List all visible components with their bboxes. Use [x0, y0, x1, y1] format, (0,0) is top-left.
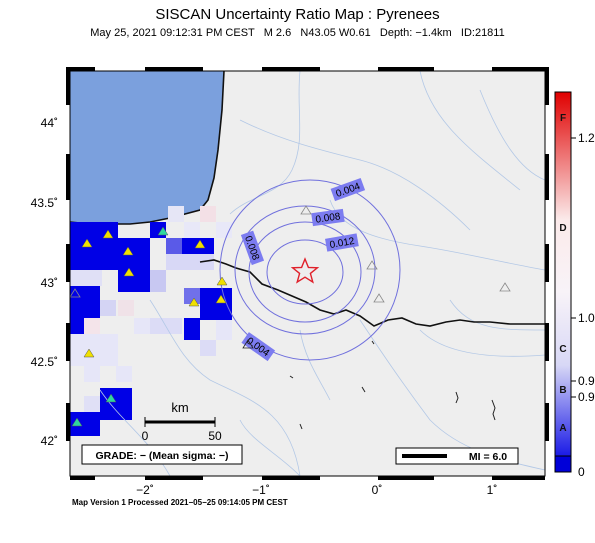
triangle-yellow-icon[interactable]: [216, 276, 228, 286]
triangle-yellow-icon[interactable]: [194, 239, 206, 249]
colorbar-letter: D: [559, 223, 566, 234]
lon-tick-label: 1˚: [487, 483, 498, 497]
map-subtitle: May 25, 2021 09:12:31 PM CEST M 2.6 N43.…: [90, 27, 505, 39]
grade-text: GRADE: − (Mean sigma: −): [95, 450, 228, 462]
colorbar-value: 1.2: [578, 131, 595, 145]
lat-tick-label: 42˚: [41, 434, 58, 448]
map-border-ticks: [66, 67, 549, 480]
triangle-yellow-icon[interactable]: [123, 267, 135, 277]
triangle-yellow-icon[interactable]: [102, 229, 114, 239]
lon-tick-label: −2˚: [136, 483, 154, 497]
colorbar-letter: A: [559, 423, 566, 434]
triangle-yellow-icon[interactable]: [81, 238, 93, 248]
triangle-yellow-icon[interactable]: [122, 246, 134, 256]
triangle-yellow-icon[interactable]: [83, 348, 95, 358]
lat-tick-label: 43˚: [41, 276, 58, 290]
colorbar-letter: C: [559, 344, 566, 355]
lat-tick-label: 42.5˚: [31, 355, 58, 369]
lon-axis: −2˚ −1˚ 0˚ 1˚: [136, 483, 497, 497]
triangle-gray-icon[interactable]: [70, 288, 81, 298]
scale-bar: km 0 50: [142, 400, 222, 443]
star-icon[interactable]: [290, 257, 320, 284]
triangle-green-icon[interactable]: [157, 226, 169, 236]
magnitude-legend: MI = 6.0: [395, 447, 519, 465]
lat-tick-label: 44˚: [41, 116, 58, 130]
contour-label: 0.012: [329, 236, 356, 251]
stations: [70, 205, 511, 427]
triangle-gray-icon[interactable]: [366, 260, 378, 270]
triangle-gray-icon[interactable]: [373, 293, 385, 303]
ocean: [70, 71, 224, 224]
grade-box: GRADE: − (Mean sigma: −): [81, 444, 243, 465]
rivers: [99, 71, 545, 476]
lakes: [289, 340, 496, 430]
contour-lines: [219, 179, 401, 361]
colorbar-value: 0.9: [578, 390, 595, 404]
colorbar-value: 1.0: [578, 311, 595, 325]
lon-tick-label: −1˚: [252, 483, 270, 497]
colorbar-value: 0: [578, 465, 585, 479]
country-border: [199, 259, 545, 327]
colorbar-letter: B: [559, 385, 566, 396]
map-footer: Map Version 1 Processed 2021−05−25 09:14…: [72, 498, 288, 507]
map-area: 0.004 0.008 0.012 0.008 0.004: [70, 71, 545, 476]
lat-axis: 44˚ 43.5˚ 43˚ 42.5˚ 42˚: [31, 116, 58, 448]
triangle-gray-icon[interactable]: [499, 282, 511, 292]
triangle-yellow-icon[interactable]: [188, 297, 200, 307]
grid-cells: [70, 206, 232, 436]
triangle-green-icon[interactable]: [105, 393, 117, 403]
colorbar-value: 0.9: [578, 374, 595, 388]
triangle-gray-icon[interactable]: [242, 339, 254, 349]
scale-unit: km: [171, 400, 188, 415]
triangle-green-icon[interactable]: [71, 417, 83, 427]
scale-min-label: 0: [142, 429, 149, 443]
magnitude-text: MI = 6.0: [469, 451, 507, 463]
colorbar-letter: F: [560, 113, 566, 124]
lat-tick-label: 43.5˚: [31, 196, 58, 210]
scale-max-label: 50: [208, 429, 222, 443]
colorbar: F D C B A 1.2 1.0 0.9 0.9 0: [554, 91, 595, 479]
map-title: SISCAN Uncertainty Ratio Map : Pyrenees: [155, 6, 440, 23]
triangle-yellow-icon[interactable]: [215, 294, 227, 304]
triangle-gray-icon[interactable]: [300, 205, 312, 215]
contour-label: 0.008: [315, 211, 342, 225]
lon-tick-label: 0˚: [372, 483, 383, 497]
